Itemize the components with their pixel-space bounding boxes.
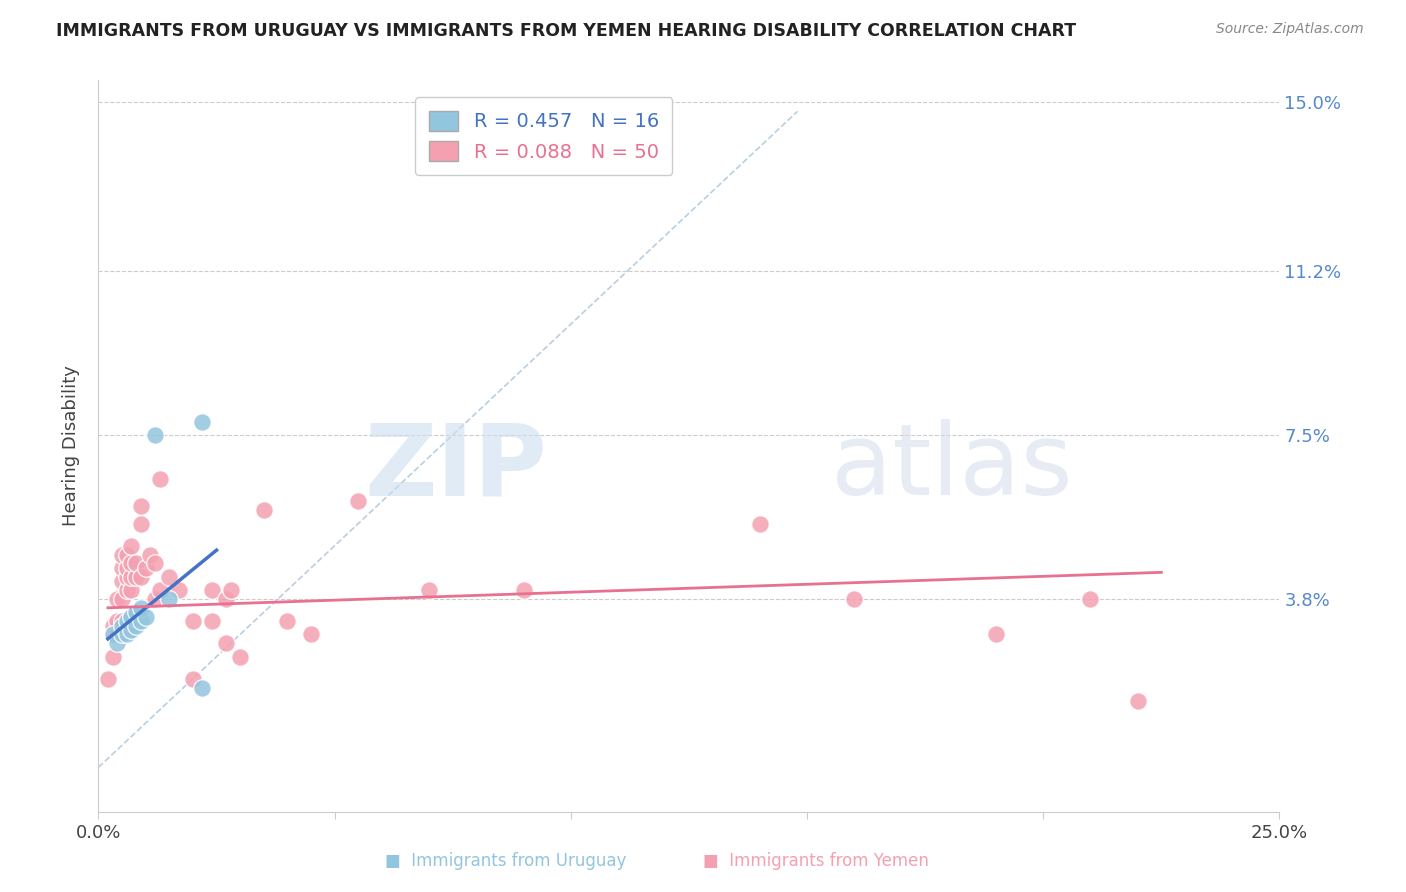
Point <box>143 428 166 442</box>
Point <box>844 591 866 606</box>
Y-axis label: Hearing Disability: Hearing Disability <box>62 366 80 526</box>
Point <box>129 600 152 615</box>
Point <box>149 472 172 486</box>
Point <box>111 614 134 628</box>
Point <box>111 618 134 632</box>
Point <box>135 609 157 624</box>
Point <box>105 627 128 641</box>
Point <box>125 618 148 632</box>
Point <box>111 574 134 589</box>
Point <box>115 561 138 575</box>
Point <box>149 583 172 598</box>
Point <box>129 570 152 584</box>
Text: ■  Immigrants from Yemen: ■ Immigrants from Yemen <box>703 852 928 870</box>
Text: ZIP: ZIP <box>364 419 547 516</box>
Text: IMMIGRANTS FROM URUGUAY VS IMMIGRANTS FROM YEMEN HEARING DISABILITY CORRELATION : IMMIGRANTS FROM URUGUAY VS IMMIGRANTS FR… <box>56 22 1077 40</box>
Point <box>129 499 152 513</box>
Point <box>111 548 134 562</box>
Point <box>121 623 143 637</box>
Point <box>215 591 238 606</box>
Point <box>139 548 162 562</box>
Point <box>105 636 128 650</box>
Point <box>105 591 128 606</box>
Point <box>181 672 204 686</box>
Point <box>121 557 143 571</box>
Point <box>101 627 124 641</box>
Point <box>115 570 138 584</box>
Point <box>111 627 134 641</box>
Point <box>1080 591 1102 606</box>
Point <box>1126 694 1149 708</box>
Point <box>115 627 138 641</box>
Point <box>121 539 143 553</box>
Point <box>115 583 138 598</box>
Point <box>125 570 148 584</box>
Text: Source: ZipAtlas.com: Source: ZipAtlas.com <box>1216 22 1364 37</box>
Point <box>97 672 120 686</box>
Point <box>105 614 128 628</box>
Point <box>121 583 143 598</box>
Point <box>135 561 157 575</box>
Point <box>748 516 770 531</box>
Point <box>984 627 1007 641</box>
Point <box>215 636 238 650</box>
Point <box>115 614 138 628</box>
Point <box>181 614 204 628</box>
Point <box>276 614 298 628</box>
Point <box>121 570 143 584</box>
Point <box>229 649 252 664</box>
Point <box>512 583 534 598</box>
Point <box>111 591 134 606</box>
Legend: R = 0.457   N = 16, R = 0.088   N = 50: R = 0.457 N = 16, R = 0.088 N = 50 <box>415 97 672 176</box>
Point <box>125 605 148 619</box>
Point <box>121 609 143 624</box>
Point <box>101 627 124 641</box>
Point <box>347 494 370 508</box>
Point <box>101 618 124 632</box>
Point <box>201 583 224 598</box>
Point <box>157 570 180 584</box>
Point <box>101 649 124 664</box>
Point <box>129 614 152 628</box>
Point <box>115 548 138 562</box>
Point <box>219 583 242 598</box>
Point <box>167 583 190 598</box>
Point <box>129 516 152 531</box>
Point <box>125 557 148 571</box>
Point <box>143 591 166 606</box>
Point <box>201 614 224 628</box>
Point <box>143 557 166 571</box>
Point <box>157 591 180 606</box>
Point <box>191 681 214 695</box>
Point <box>418 583 440 598</box>
Text: ■  Immigrants from Uruguay: ■ Immigrants from Uruguay <box>385 852 627 870</box>
Point <box>111 627 134 641</box>
Text: atlas: atlas <box>831 419 1073 516</box>
Point <box>191 415 214 429</box>
Point <box>253 503 276 517</box>
Point <box>111 561 134 575</box>
Point <box>299 627 322 641</box>
